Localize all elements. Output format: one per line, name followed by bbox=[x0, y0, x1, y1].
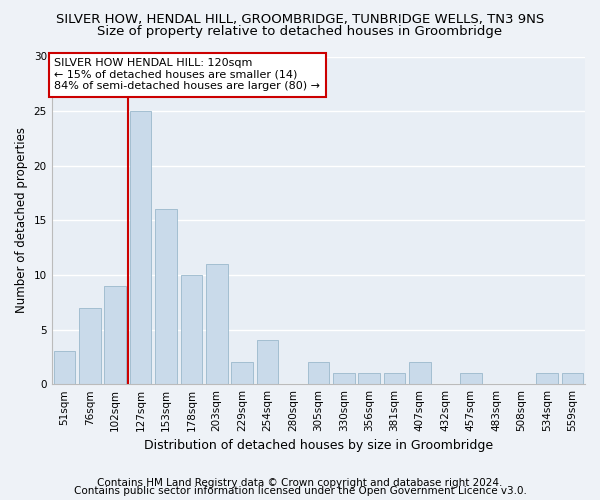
X-axis label: Distribution of detached houses by size in Groombridge: Distribution of detached houses by size … bbox=[144, 440, 493, 452]
Bar bbox=[460, 374, 482, 384]
Bar bbox=[333, 374, 355, 384]
Bar bbox=[562, 374, 583, 384]
Bar bbox=[130, 111, 151, 384]
Text: Contains public sector information licensed under the Open Government Licence v3: Contains public sector information licen… bbox=[74, 486, 526, 496]
Bar bbox=[155, 210, 177, 384]
Bar bbox=[79, 308, 101, 384]
Bar bbox=[104, 286, 126, 384]
Bar bbox=[308, 362, 329, 384]
Text: SILVER HOW HENDAL HILL: 120sqm
← 15% of detached houses are smaller (14)
84% of : SILVER HOW HENDAL HILL: 120sqm ← 15% of … bbox=[55, 58, 320, 92]
Bar bbox=[358, 374, 380, 384]
Bar bbox=[206, 264, 227, 384]
Text: Contains HM Land Registry data © Crown copyright and database right 2024.: Contains HM Land Registry data © Crown c… bbox=[97, 478, 503, 488]
Bar bbox=[384, 374, 406, 384]
Bar bbox=[53, 352, 75, 384]
Bar bbox=[181, 275, 202, 384]
Bar bbox=[536, 374, 557, 384]
Bar bbox=[232, 362, 253, 384]
Y-axis label: Number of detached properties: Number of detached properties bbox=[15, 128, 28, 314]
Text: SILVER HOW, HENDAL HILL, GROOMBRIDGE, TUNBRIDGE WELLS, TN3 9NS: SILVER HOW, HENDAL HILL, GROOMBRIDGE, TU… bbox=[56, 12, 544, 26]
Bar bbox=[257, 340, 278, 384]
Bar bbox=[409, 362, 431, 384]
Text: Size of property relative to detached houses in Groombridge: Size of property relative to detached ho… bbox=[97, 25, 503, 38]
